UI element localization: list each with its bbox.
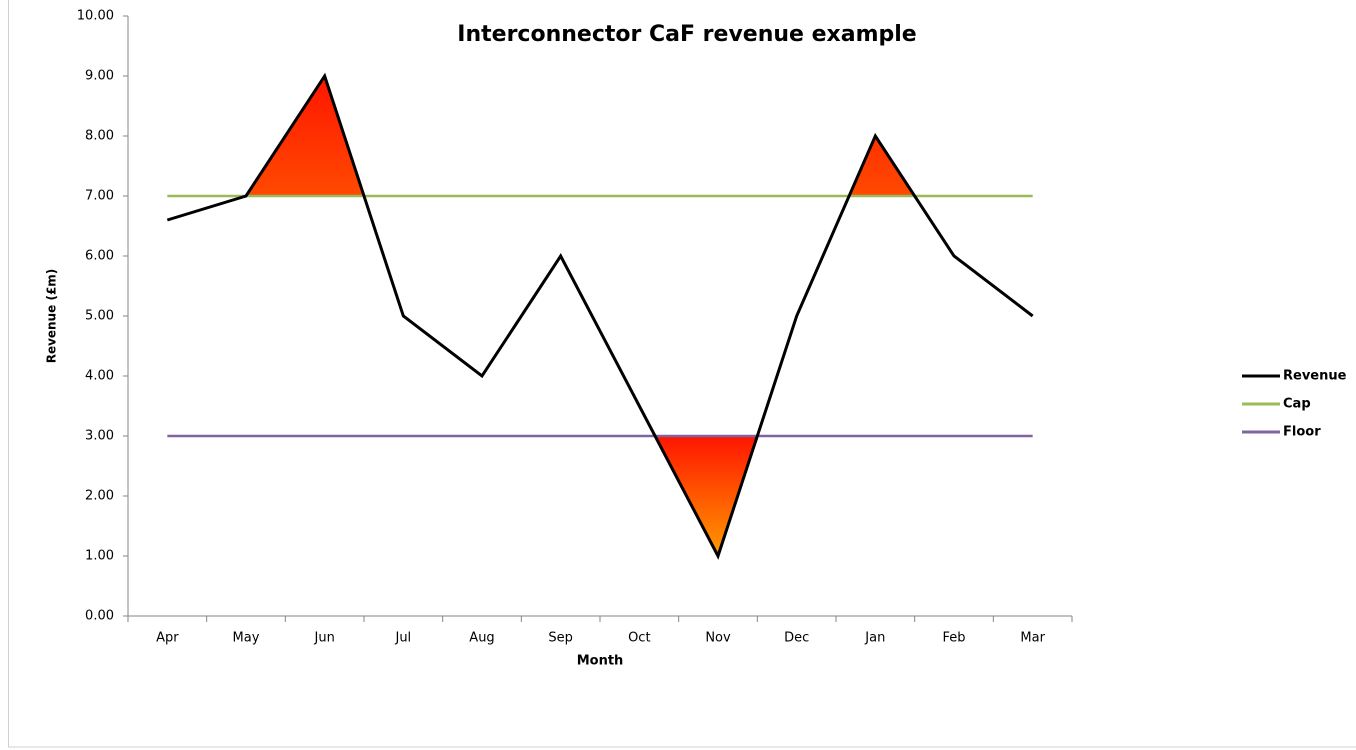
x-tick-label: Apr xyxy=(156,631,179,646)
x-tick-label: Jun xyxy=(314,631,335,646)
y-tick-label: 5.00 xyxy=(85,309,114,324)
legend-label: Floor xyxy=(1283,425,1321,440)
x-tick-label: Nov xyxy=(705,631,731,646)
y-tick-label: 10.00 xyxy=(77,9,114,24)
x-axis-label: Month xyxy=(577,654,624,669)
y-tick-label: 8.00 xyxy=(85,129,114,144)
x-tick-label: Mar xyxy=(1020,631,1045,646)
y-tick-label: 0.00 xyxy=(85,609,114,624)
line-0 xyxy=(166,72,1034,560)
y-axis-label: Revenue (£m) xyxy=(45,269,59,364)
chart-title: Interconnector CaF revenue example xyxy=(457,22,916,47)
y-tick-label: 3.00 xyxy=(85,429,114,444)
x-tick-label: Aug xyxy=(469,631,494,646)
x-tick-label: Sep xyxy=(548,631,573,646)
y-tick-label: 6.00 xyxy=(85,249,114,264)
floor-shortfall xyxy=(167,436,1033,556)
x-tick-label: May xyxy=(233,631,260,646)
chart-border xyxy=(8,0,1356,748)
y-tick-label: 2.00 xyxy=(85,489,114,504)
x-tick-label: Oct xyxy=(628,631,650,646)
legend-label: Cap xyxy=(1283,397,1311,412)
x-tick-label: Jan xyxy=(864,631,885,646)
x-tick-label: Feb xyxy=(942,631,965,646)
legend-label: Revenue xyxy=(1283,369,1347,384)
y-tick-label: 1.00 xyxy=(85,549,114,564)
cap-exceedance xyxy=(167,76,1033,196)
x-tick-label: Jul xyxy=(394,631,411,646)
y-tick-label: 4.00 xyxy=(85,369,114,384)
y-tick-label: 9.00 xyxy=(85,69,114,84)
x-tick-label: Dec xyxy=(784,631,809,646)
y-tick-label: 7.00 xyxy=(85,189,114,204)
